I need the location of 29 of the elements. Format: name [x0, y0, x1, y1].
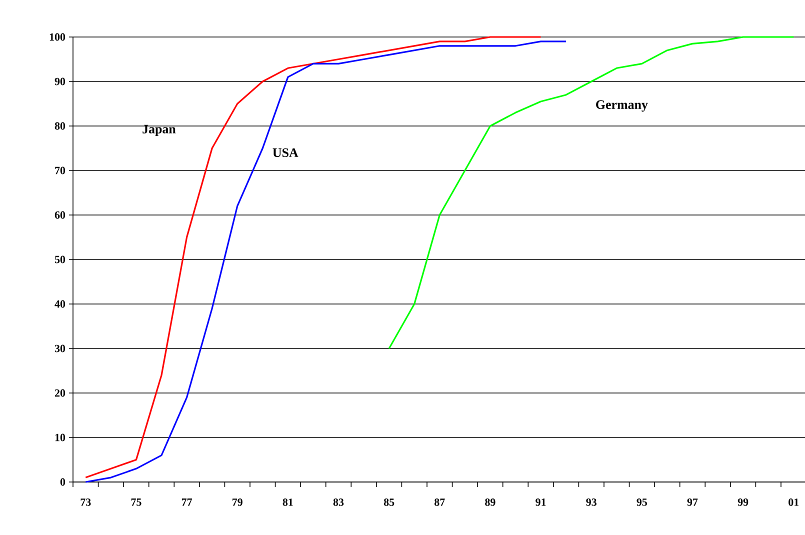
y-tick-label: 70	[55, 166, 66, 174]
series-label: USA	[272, 148, 298, 158]
x-tick-label: 91	[536, 498, 546, 506]
x-tick-label: 77	[182, 498, 192, 506]
y-tick-label: 0	[60, 478, 66, 486]
x-tick-label: 97	[687, 498, 698, 506]
x-tick-label: 99	[738, 498, 748, 506]
x-tick-label: 95	[636, 498, 647, 506]
y-tick-label: 30	[54, 344, 66, 352]
y-tick-label: 40	[54, 300, 66, 308]
x-tick-label: 01	[788, 498, 799, 506]
y-tick-label: 50	[54, 256, 66, 264]
y-tick-label: 20	[54, 389, 66, 397]
x-tick-label: 81	[282, 498, 293, 506]
x-tick-label: 75	[131, 498, 142, 506]
x-tick-label: 83	[333, 498, 344, 506]
y-tick-label: 100	[50, 33, 66, 41]
y-tick-label: 60	[54, 211, 66, 219]
x-tick-label: 87	[434, 498, 445, 506]
x-tick-label: 79	[232, 498, 242, 506]
text: Japan	[142, 124, 176, 136]
y-tick-label: 80	[54, 122, 66, 130]
y-tick-label: 10	[55, 434, 66, 442]
y-tick-label: 90	[54, 78, 66, 86]
x-tick-label: 85	[384, 498, 394, 506]
series-label: Germany	[596, 100, 648, 112]
x-tick-label: 73	[80, 498, 91, 506]
x-tick-label: 93	[586, 498, 596, 506]
x-tick-label: 89	[485, 498, 496, 506]
